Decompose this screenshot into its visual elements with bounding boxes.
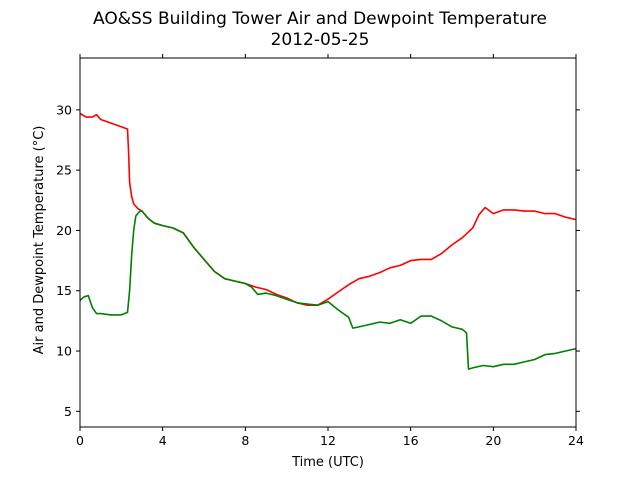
series-line-1 bbox=[79, 112, 577, 306]
y-tick-label: 30 bbox=[56, 102, 72, 117]
x-tick-label: 4 bbox=[159, 433, 167, 448]
x-tick-label: 8 bbox=[241, 433, 249, 448]
x-tick-label: 24 bbox=[568, 433, 584, 448]
x-tick-label: 20 bbox=[485, 433, 501, 448]
y-tick-label: 10 bbox=[56, 344, 72, 359]
y-tick-label: 5 bbox=[64, 404, 72, 419]
series-layer bbox=[79, 112, 577, 370]
chart-title: AO&SS Building Tower Air and Dewpoint Te… bbox=[93, 9, 547, 29]
x-tick-label: 0 bbox=[76, 433, 84, 448]
plot-frame bbox=[79, 57, 577, 428]
x-tick-label: 16 bbox=[403, 433, 419, 448]
axes-layer: 0 4 8 12 16 20 24 5 10 15 20 25 30 bbox=[56, 54, 584, 448]
y-tick-label: 15 bbox=[56, 283, 72, 298]
x-tick-label: 12 bbox=[320, 433, 336, 448]
y-tick-label: 25 bbox=[56, 163, 72, 178]
y-axis-label: Air and Dewpoint Temperature (°C) bbox=[32, 126, 47, 355]
series-line-2 bbox=[79, 210, 577, 370]
x-axis-label: Time (UTC) bbox=[291, 455, 364, 470]
chart-subtitle: 2012-05-25 bbox=[271, 30, 370, 50]
y-tick-label: 20 bbox=[56, 223, 72, 238]
